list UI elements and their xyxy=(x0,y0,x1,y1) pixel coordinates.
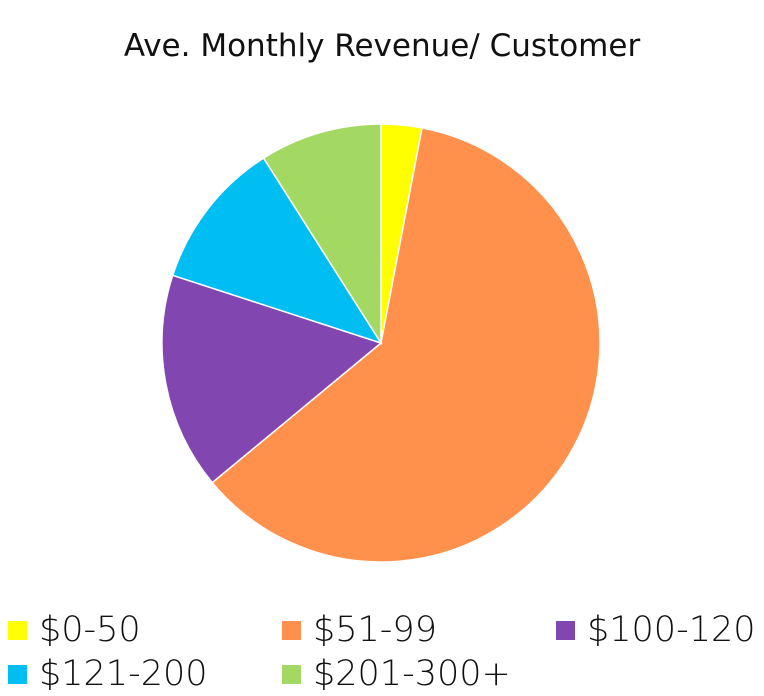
legend-swatch-0-50 xyxy=(8,620,27,640)
pie-chart xyxy=(161,123,601,563)
legend: $0-50 $51-99 $100-120 $121-200 $201-300+ xyxy=(0,608,764,696)
legend-swatch-100-120 xyxy=(556,620,575,640)
legend-swatch-121-200 xyxy=(8,664,27,684)
chart-title: Ave. Monthly Revenue/ Customer xyxy=(123,28,641,64)
legend-label-51-99: $51-99 xyxy=(313,610,437,650)
pie-slice-51-99 xyxy=(211,127,601,563)
legend-label-0-50: $0-50 xyxy=(39,610,141,650)
legend-item-201-300: $201-300+ xyxy=(282,652,511,696)
legend-swatch-51-99 xyxy=(282,620,301,640)
legend-label-121-200: $121-200 xyxy=(39,654,208,694)
pie-slice-100-120 xyxy=(161,274,383,484)
legend-item-51-99: $51-99 xyxy=(282,608,437,652)
legend-item-100-120: $100-120 xyxy=(556,608,756,652)
pie-slice-121-200 xyxy=(171,157,383,345)
legend-swatch-201-300 xyxy=(282,664,301,684)
legend-item-0-50: $0-50 xyxy=(8,608,141,652)
legend-label-201-300: $201-300+ xyxy=(313,654,511,694)
legend-item-121-200: $121-200 xyxy=(8,652,208,696)
legend-label-100-120: $100-120 xyxy=(587,610,756,650)
pie-slice-201-300 xyxy=(262,123,382,346)
